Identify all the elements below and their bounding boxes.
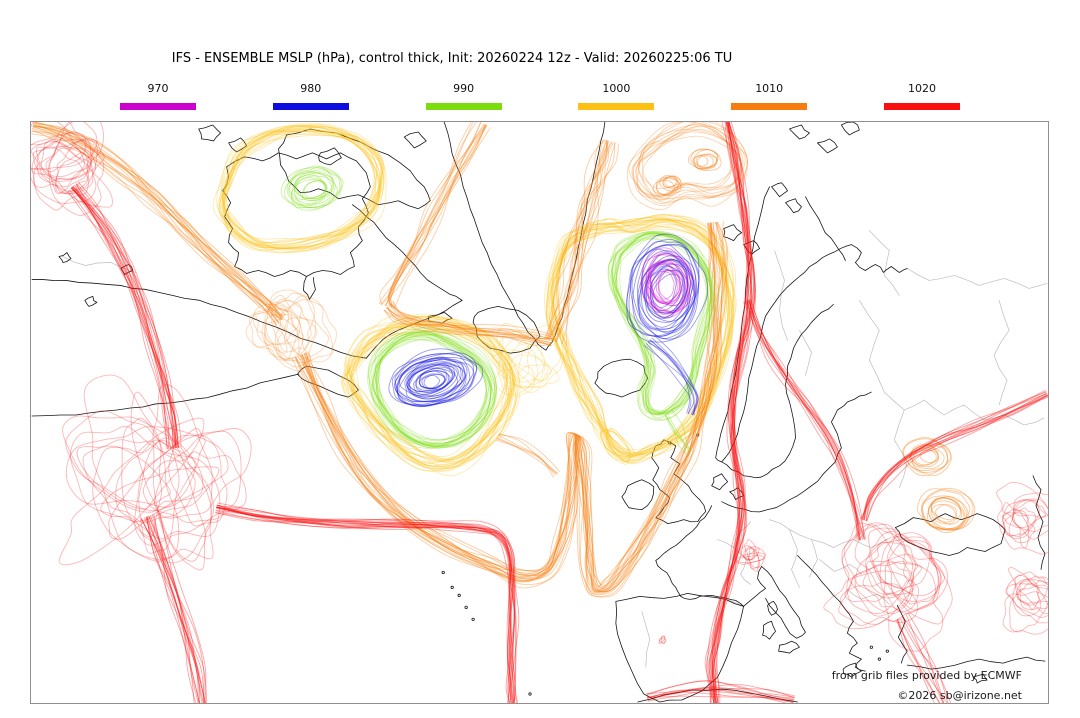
legend-item-980: 980 — [272, 82, 349, 110]
legend-label: 970 — [147, 82, 169, 95]
legend-item-1020: 1020 — [883, 82, 960, 110]
legend-label: 990 — [453, 82, 475, 95]
legend-label: 1020 — [907, 82, 936, 95]
contour-bundle-1000hPa — [212, 123, 737, 477]
attribution-copyright: ©2026 sb@irizone.net — [897, 689, 1022, 702]
legend-swatch — [272, 103, 349, 110]
legend-item-1000: 1000 — [578, 82, 655, 110]
contour-bundle-990hPa — [280, 165, 720, 455]
contour-bundle-1010hPa — [31, 122, 976, 598]
legend-swatch — [731, 103, 808, 110]
contour-bundle-1020hPa — [31, 122, 1048, 703]
legend-label: 1010 — [755, 82, 784, 95]
legend-swatch — [120, 103, 196, 110]
legend-item-970: 970 — [120, 82, 196, 110]
legend-swatch — [883, 103, 960, 110]
chart-title: IFS - ENSEMBLE MSLP (hPa), control thick… — [171, 51, 733, 66]
legend-label: 1000 — [602, 82, 631, 95]
legend-swatch — [425, 103, 502, 110]
map-frame — [30, 121, 1049, 704]
legend-label: 980 — [300, 82, 322, 95]
coastlines-layer — [31, 122, 1046, 703]
weather-map — [31, 122, 1048, 703]
attribution-source: from grib files provided by ECMWF — [831, 669, 1022, 682]
legend-item-990: 990 — [425, 82, 502, 110]
contour-bundle-980hPa — [388, 233, 709, 416]
pressure-legend: 970 980 990 1000 1010 1020 — [120, 82, 960, 110]
legend-swatch — [578, 103, 655, 110]
contour-bundle-970hPa — [640, 247, 696, 318]
legend-item-1010: 1010 — [731, 82, 808, 110]
